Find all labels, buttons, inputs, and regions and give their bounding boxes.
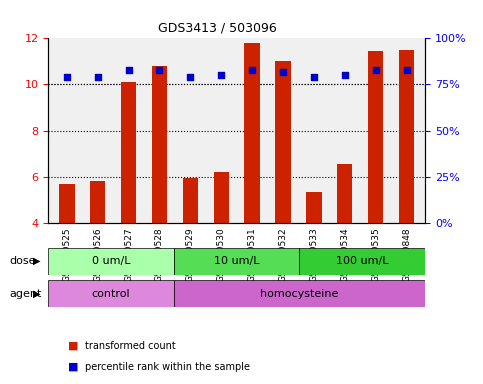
Point [279, 68, 287, 74]
Bar [183, 178, 198, 223]
Text: ■: ■ [68, 341, 78, 351]
Point [94, 74, 101, 80]
Point [217, 72, 225, 78]
Point [63, 74, 71, 80]
Bar [213, 172, 229, 223]
Point [403, 67, 411, 73]
Point [125, 67, 132, 73]
Bar [299, 248, 425, 275]
Bar [48, 280, 174, 307]
Bar [306, 192, 322, 223]
Bar [90, 181, 105, 223]
Bar [275, 61, 291, 223]
Text: homocysteine: homocysteine [260, 289, 339, 299]
Bar [337, 164, 353, 223]
Bar [152, 66, 167, 223]
Point [310, 74, 318, 80]
Point [186, 74, 194, 80]
Bar [121, 82, 136, 223]
Text: 100 um/L: 100 um/L [336, 256, 388, 266]
Text: ■: ■ [68, 362, 78, 372]
Bar [244, 43, 260, 223]
Text: control: control [92, 289, 130, 299]
Bar [368, 51, 384, 223]
Text: GDS3413 / 503096: GDS3413 / 503096 [158, 21, 277, 34]
Point [372, 67, 380, 73]
Point [248, 67, 256, 73]
Point [156, 67, 163, 73]
Bar [59, 184, 74, 223]
Text: percentile rank within the sample: percentile rank within the sample [85, 362, 250, 372]
Bar [174, 280, 425, 307]
Bar [48, 248, 174, 275]
Text: transformed count: transformed count [85, 341, 175, 351]
Text: dose: dose [10, 256, 36, 266]
Point [341, 72, 349, 78]
Text: ▶: ▶ [32, 256, 40, 266]
Bar [174, 248, 299, 275]
Text: agent: agent [10, 289, 42, 299]
Bar [399, 50, 414, 223]
Text: 10 um/L: 10 um/L [214, 256, 259, 266]
Text: 0 um/L: 0 um/L [92, 256, 130, 266]
Text: ▶: ▶ [32, 289, 40, 299]
